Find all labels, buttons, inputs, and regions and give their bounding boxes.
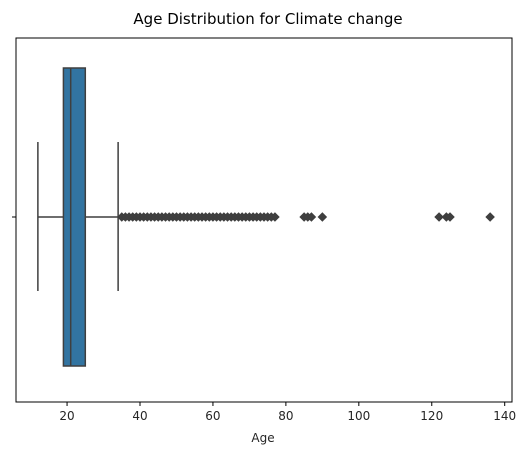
outlier-point <box>306 212 317 222</box>
x-tick-label: 140 <box>493 409 516 423</box>
x-tick-label: 100 <box>347 409 370 423</box>
x-tick-label: 120 <box>420 409 443 423</box>
x-tick-label: 80 <box>278 409 293 423</box>
outlier-point <box>445 212 455 222</box>
outlier-point <box>270 212 280 222</box>
plot-area <box>37 67 495 367</box>
x-tick-label: 20 <box>59 409 74 423</box>
outlier-point <box>317 212 328 222</box>
x-axis-label: Age <box>251 431 274 445</box>
x-axis: 20 40 60 80 100 120 140 <box>59 402 516 423</box>
x-tick-label: 60 <box>205 409 220 423</box>
outlier-point <box>434 212 444 222</box>
outlier-point <box>485 212 495 222</box>
iqr-box <box>62 67 87 367</box>
x-tick-label: 40 <box>132 409 147 423</box>
plot-frame <box>15 37 513 403</box>
chart-title: Age Distribution for Climate change <box>133 10 402 28</box>
